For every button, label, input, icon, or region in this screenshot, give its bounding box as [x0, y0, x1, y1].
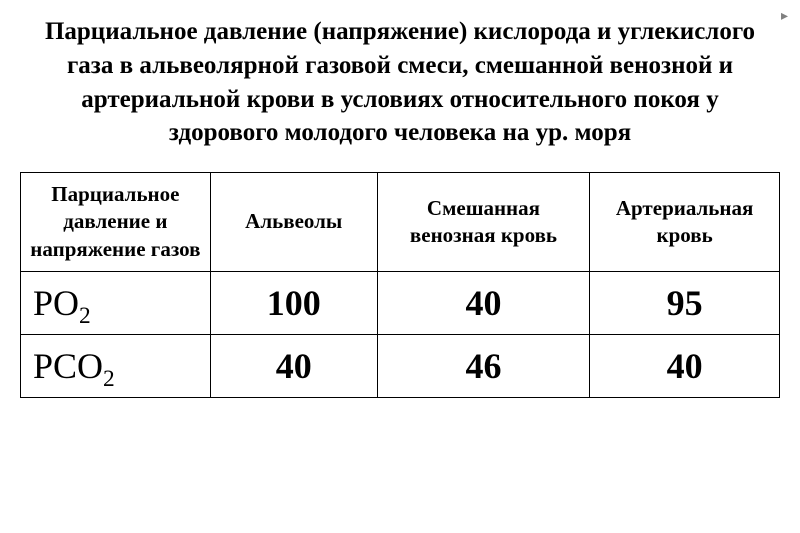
alveoli-value: 40	[210, 334, 377, 397]
table-row: PCO2 40 46 40	[21, 334, 780, 397]
alveoli-value: 100	[210, 271, 377, 334]
venous-value: 46	[377, 334, 590, 397]
header-venous: Смешанная венозная кровь	[377, 173, 590, 272]
arterial-value: 40	[590, 334, 780, 397]
gas-label: PO2	[21, 271, 211, 334]
page-title: Парциальное давление (напряжение) кислор…	[20, 15, 780, 150]
arterial-value: 95	[590, 271, 780, 334]
header-alveoli: Альвеолы	[210, 173, 377, 272]
venous-value: 40	[377, 271, 590, 334]
table-row: PO2 100 40 95	[21, 271, 780, 334]
header-gas: Парциальное давление и напряжение газов	[21, 173, 211, 272]
nav-arrow-icon[interactable]: ▸	[781, 8, 788, 25]
header-arterial: Артериальная кровь	[590, 173, 780, 272]
table-header-row: Парциальное давление и напряжение газов …	[21, 173, 780, 272]
gas-label: PCO2	[21, 334, 211, 397]
partial-pressure-table: Парциальное давление и напряжение газов …	[20, 172, 780, 398]
